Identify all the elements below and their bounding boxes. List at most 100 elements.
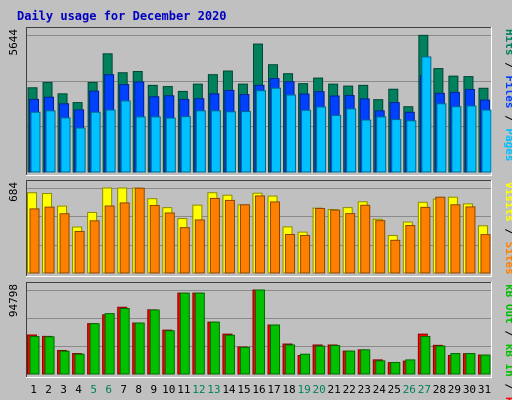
x-tick-label: 13 bbox=[207, 383, 220, 396]
bar-sites bbox=[375, 220, 386, 274]
chart-title: Daily usage for December 2020 bbox=[17, 9, 227, 23]
legend-separator: / bbox=[503, 324, 512, 344]
bar-pages bbox=[346, 108, 357, 173]
bar-sites bbox=[465, 206, 476, 274]
bar-pages bbox=[75, 127, 86, 173]
bar-pages bbox=[60, 117, 71, 173]
x-tick-label: 29 bbox=[448, 383, 461, 396]
bar-pages bbox=[421, 56, 432, 173]
x-tick-label: 26 bbox=[403, 383, 416, 396]
bar-sites bbox=[435, 196, 446, 274]
bar-pages bbox=[436, 103, 447, 173]
bar-kb-in bbox=[345, 350, 356, 375]
x-tick-label: 19 bbox=[297, 383, 310, 396]
bar-pages bbox=[210, 110, 221, 173]
x-tick-label: 3 bbox=[60, 383, 67, 396]
x-tick-label: 15 bbox=[237, 383, 250, 396]
legend: Hits / Files / Pages bbox=[503, 29, 512, 162]
bar-pages bbox=[361, 119, 372, 173]
bar-kb-in bbox=[270, 324, 281, 375]
bar-sites bbox=[44, 206, 55, 274]
bar-kb-in bbox=[134, 322, 145, 375]
bar-sites bbox=[480, 234, 491, 274]
legend-entry: kB F bbox=[503, 397, 512, 400]
legend-separator: / bbox=[503, 56, 512, 76]
bar-kb-in bbox=[300, 353, 311, 375]
y-max-label: 5644 bbox=[7, 29, 20, 56]
legend-entry: Pages bbox=[503, 128, 512, 161]
bar-kb-in bbox=[420, 336, 431, 375]
bar-kb-in bbox=[179, 292, 190, 375]
bar-sites bbox=[360, 204, 371, 274]
bar-pages bbox=[195, 110, 206, 173]
legend-entry: kB Out bbox=[503, 284, 512, 324]
panel-hits: 5644 Hits / Files / Pages bbox=[7, 27, 512, 176]
x-tick-label: 8 bbox=[135, 383, 142, 396]
legend-separator: / bbox=[503, 109, 512, 129]
bar-sites bbox=[134, 187, 145, 274]
bar-sites bbox=[420, 206, 431, 274]
bar-kb-in bbox=[224, 334, 235, 375]
bar-sites bbox=[345, 213, 356, 274]
bar-sites bbox=[239, 204, 250, 274]
bar-kb-in bbox=[149, 309, 160, 375]
bar-sites bbox=[405, 225, 416, 274]
legend: Visits / Sites bbox=[503, 182, 512, 275]
bar-pages bbox=[451, 106, 462, 173]
bar-pages bbox=[30, 111, 41, 173]
bar-kb-in bbox=[119, 308, 130, 375]
legend-entry: Hits bbox=[503, 29, 512, 56]
bar-pages bbox=[90, 111, 101, 173]
x-tick-label: 4 bbox=[75, 383, 82, 396]
bar-pages bbox=[376, 116, 387, 173]
legend-entry: kB In bbox=[503, 344, 512, 377]
bar-kb-in bbox=[390, 361, 401, 375]
bar-sites bbox=[300, 234, 311, 274]
bar-sites bbox=[390, 239, 401, 274]
y-max-label: 94798 bbox=[7, 284, 20, 317]
x-tick-label: 20 bbox=[313, 383, 326, 396]
bar-kb-in bbox=[480, 354, 491, 375]
x-tick-label: 5 bbox=[90, 383, 97, 396]
bar-sites bbox=[194, 219, 205, 274]
bar-kb-in bbox=[59, 350, 70, 375]
bar-pages bbox=[105, 109, 116, 173]
x-tick-label: 18 bbox=[282, 383, 295, 396]
bar-kb-in bbox=[450, 353, 461, 375]
bar-kb-in bbox=[285, 344, 296, 375]
bar-sites bbox=[149, 205, 160, 274]
legend-entry: Sites bbox=[503, 242, 512, 275]
bar-kb-in bbox=[254, 289, 265, 375]
bar-pages bbox=[120, 100, 131, 173]
x-tick-label: 6 bbox=[105, 383, 112, 396]
bar-pages bbox=[150, 116, 161, 173]
x-tick-label: 25 bbox=[388, 383, 401, 396]
bar-kb-in bbox=[360, 349, 371, 375]
legend-entry: Files bbox=[503, 75, 512, 108]
bar-kb-in bbox=[465, 353, 476, 375]
bar-sites bbox=[104, 205, 115, 274]
x-tick-label: 7 bbox=[120, 383, 127, 396]
x-tick-label: 24 bbox=[373, 383, 387, 396]
bar-kb-in bbox=[29, 336, 40, 375]
x-tick-label: 27 bbox=[418, 383, 431, 396]
x-tick-label: 14 bbox=[222, 383, 236, 396]
x-tick-label: 1 bbox=[30, 383, 37, 396]
bar-pages bbox=[240, 111, 251, 173]
bar-sites bbox=[254, 195, 265, 274]
bar-kb-in bbox=[375, 360, 386, 375]
bar-kb-in bbox=[89, 323, 100, 375]
bar-sites bbox=[59, 213, 70, 274]
x-tick-label: 28 bbox=[433, 383, 446, 396]
bar-pages bbox=[225, 111, 236, 173]
x-tick-label: 10 bbox=[162, 383, 175, 396]
bar-pages bbox=[316, 106, 327, 173]
bar-sites bbox=[285, 233, 296, 274]
bar-pages bbox=[301, 109, 312, 173]
bar-pages bbox=[271, 87, 282, 173]
x-tick-label: 21 bbox=[328, 383, 341, 396]
bar-sites bbox=[29, 208, 40, 274]
bar-sites bbox=[315, 208, 326, 274]
